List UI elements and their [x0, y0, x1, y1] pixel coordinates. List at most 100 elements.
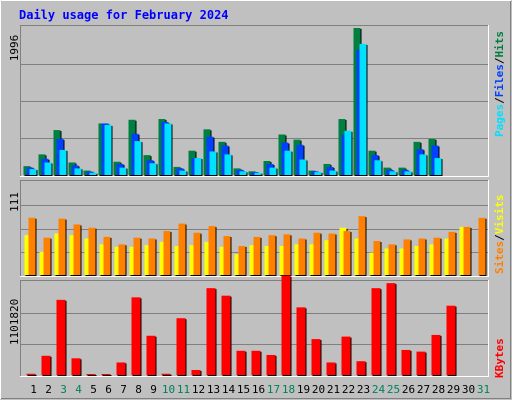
- bar-kbytes-day-24: [371, 288, 381, 375]
- bar-sites-day-27: [418, 238, 426, 275]
- bar-sites-day-21: [328, 233, 336, 275]
- day-label-14: 14: [222, 383, 236, 396]
- day-label-26: 26: [402, 383, 415, 396]
- bar-visits-day-25: [384, 248, 392, 275]
- bar-pages-day-3: [59, 149, 67, 175]
- bar-sites-day-26: [403, 239, 411, 275]
- bar-kbytes-day-4: [71, 358, 81, 375]
- legend-sites: Sites: [493, 241, 506, 274]
- bar-kbytes-day-25: [386, 283, 396, 375]
- day-label-13: 13: [207, 383, 220, 396]
- bar-visits-day-24: [369, 252, 377, 275]
- max-label-bottom: 1101820: [8, 299, 21, 345]
- bar-pages-day-5: [89, 172, 97, 175]
- bar-kbytes-day-18: [281, 275, 291, 375]
- bar-sites-day-14: [223, 236, 231, 275]
- bar-pages-day-10: [164, 123, 172, 175]
- legend-separator: /: [493, 97, 506, 104]
- legend-separator: /: [493, 234, 506, 241]
- day-label-30: 30: [462, 383, 475, 396]
- day-label-17: 17: [267, 383, 280, 396]
- max-label-top: 1996: [8, 35, 21, 62]
- bar-kbytes-day-11: [176, 318, 186, 375]
- bar-visits-day-9: [144, 245, 152, 275]
- bar-kbytes-day-8: [131, 297, 141, 375]
- bar-kbytes-day-14: [221, 295, 231, 375]
- bar-sites-day-20: [313, 232, 321, 275]
- bar-pages-day-12: [194, 158, 202, 175]
- bar-kbytes-day-6: [101, 374, 111, 375]
- bar-sites-day-31: [478, 217, 486, 275]
- bar-visits-day-26: [399, 248, 407, 275]
- bar-pages-day-13: [209, 151, 217, 175]
- bar-pages-day-24: [374, 160, 382, 175]
- bar-sites-day-12: [193, 232, 201, 275]
- legend-pages: Pages: [493, 104, 506, 137]
- bar-visits-day-18: [279, 245, 287, 275]
- legend-bottom: KBytes: [493, 338, 506, 378]
- bar-visits-day-23: [354, 238, 362, 275]
- day-label-1: 1: [30, 383, 37, 396]
- bar-kbytes-day-16: [251, 350, 261, 375]
- day-label-11: 11: [177, 383, 190, 396]
- bar-sites-day-13: [208, 226, 216, 275]
- bar-visits-day-4: [69, 235, 77, 275]
- bar-visits-day-16: [249, 245, 257, 275]
- bar-pages-day-21: [329, 170, 337, 175]
- bar-sites-day-11: [178, 223, 186, 275]
- bar-kbytes-day-15: [236, 350, 246, 375]
- day-label-16: 16: [252, 383, 265, 396]
- legend-separator: /: [493, 57, 506, 64]
- bar-kbytes-day-20: [311, 339, 321, 375]
- bar-sites-day-1: [28, 217, 36, 275]
- bar-kbytes-day-23: [356, 361, 366, 375]
- bar-visits-day-8: [129, 246, 137, 275]
- bar-kbytes-day-21: [326, 362, 336, 375]
- bar-sites-day-25: [388, 244, 396, 275]
- bar-pages-day-16: [254, 172, 262, 175]
- bar-pages-day-14: [224, 154, 232, 175]
- legend-files: Files: [493, 64, 506, 97]
- bar-visits-day-14: [219, 246, 227, 275]
- day-label-23: 23: [357, 383, 370, 396]
- bar-kbytes-day-12: [191, 369, 201, 375]
- bar-sites-day-29: [448, 231, 456, 275]
- day-label-12: 12: [192, 383, 205, 396]
- bar-kbytes-day-1: [26, 373, 36, 375]
- day-label-25: 25: [387, 383, 400, 396]
- bar-pages-day-4: [74, 168, 82, 175]
- bar-kbytes-day-1-shadow: [27, 374, 37, 376]
- bar-visits-day-1: [24, 235, 32, 275]
- bar-pages-day-8: [134, 141, 142, 175]
- bar-pages-day-11: [179, 170, 187, 175]
- bar-kbytes-day-28: [431, 334, 441, 375]
- bar-pages-day-22: [344, 130, 352, 175]
- bar-pages-day-1: [29, 169, 37, 175]
- legend-visits: Visits: [493, 195, 506, 235]
- bar-kbytes-day-2: [41, 355, 51, 375]
- bar-visits-day-17: [264, 245, 272, 275]
- bar-visits-day-19: [294, 244, 302, 275]
- day-label-5: 5: [90, 383, 97, 396]
- bar-pages-day-26: [404, 171, 412, 175]
- bar-kbytes-day-27: [416, 351, 426, 375]
- bar-pages-day-20: [314, 172, 322, 175]
- day-label-31: 31: [477, 383, 490, 396]
- bar-sites-day-2: [43, 237, 51, 275]
- bar-sites-day-10: [163, 231, 171, 275]
- bar-pages-day-23: [359, 43, 367, 176]
- legend-kbytes: KBytes: [493, 338, 506, 378]
- day-label-7: 7: [120, 383, 127, 396]
- day-label-22: 22: [342, 383, 355, 396]
- day-label-18: 18: [282, 383, 295, 396]
- day-label-2: 2: [45, 383, 52, 396]
- bar-pages-day-9: [149, 163, 157, 175]
- bar-sites-day-17: [268, 235, 276, 275]
- bar-sites-day-24: [373, 241, 381, 275]
- day-label-9: 9: [150, 383, 157, 396]
- bar-kbytes-day-5-shadow: [87, 375, 97, 376]
- bar-pages-day-25: [389, 171, 397, 175]
- bar-pages-day-19: [299, 159, 307, 175]
- bar-visits-day-3: [54, 233, 62, 275]
- bar-pages-day-15: [239, 171, 247, 175]
